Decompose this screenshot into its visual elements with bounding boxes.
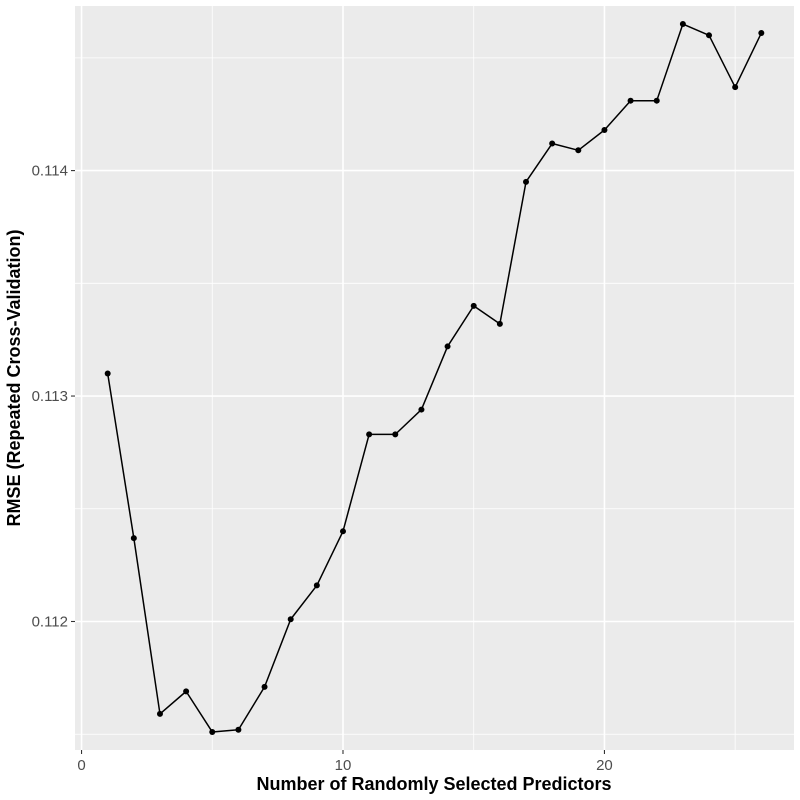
data-point (313, 582, 320, 589)
data-point (366, 431, 373, 438)
series-line (106, 23, 762, 733)
data-point (287, 616, 294, 623)
data-point (627, 97, 634, 104)
x-tick-label: 20 (596, 757, 613, 774)
data-point (653, 97, 660, 104)
y-tick-label: 0.112 (32, 613, 68, 630)
x-tick-label: 0 (77, 757, 85, 774)
minor-gridlines (75, 6, 794, 750)
data-point (470, 302, 477, 309)
data-point (523, 178, 530, 185)
data-point (732, 84, 739, 91)
data-point (235, 726, 242, 733)
data-point (392, 431, 399, 438)
data-point (679, 21, 686, 28)
x-axis-title: Number of Randomly Selected Predictors (256, 774, 611, 794)
data-point (339, 528, 346, 535)
data-point (549, 140, 556, 147)
data-point (706, 32, 713, 39)
data-point (418, 406, 425, 413)
tick-labels: 0 10 20 0.112 0.113 0.114 (32, 163, 613, 774)
data-point (601, 127, 608, 133)
axis-ticks (71, 170, 605, 754)
y-tick-label: 0.114 (32, 163, 68, 180)
data-point (209, 728, 216, 735)
data-point (444, 343, 451, 350)
data-point (156, 710, 163, 717)
series-layer (104, 21, 765, 735)
data-point (496, 320, 503, 327)
major-gridlines (75, 6, 794, 750)
data-point (130, 535, 137, 542)
y-tick-label: 0.113 (32, 388, 68, 405)
data-point (575, 147, 582, 154)
y-axis-title: RMSE (Repeated Cross-Validation) (4, 229, 24, 526)
x-tick-label: 10 (335, 757, 352, 774)
data-point (104, 370, 111, 377)
data-point (758, 30, 765, 37)
data-point (261, 683, 268, 690)
data-point (183, 688, 190, 695)
